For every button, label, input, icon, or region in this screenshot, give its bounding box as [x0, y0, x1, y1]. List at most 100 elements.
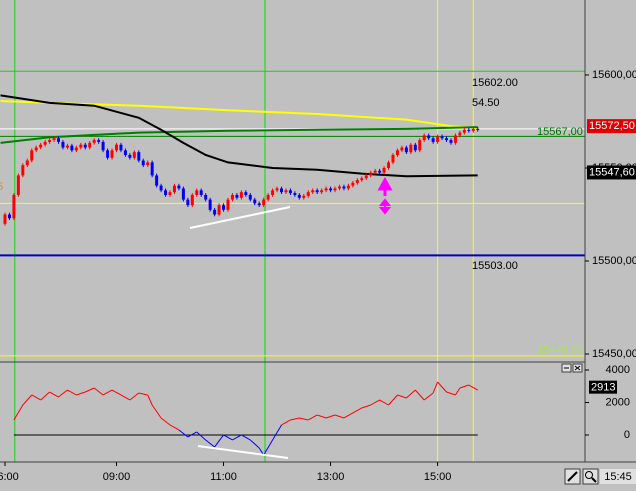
candle-body — [172, 185, 176, 193]
oscillator-segment — [187, 431, 198, 438]
candle-body — [253, 199, 257, 204]
candle-body — [476, 128, 480, 130]
icon — [567, 471, 578, 482]
candle-body — [280, 188, 284, 193]
candle-body — [7, 214, 11, 219]
oscillator-segment — [138, 392, 148, 396]
price-box-label: 15572,50 — [589, 120, 635, 132]
grid-layer — [0, 0, 585, 462]
last-time: 15:45 — [604, 471, 632, 483]
oscillator-segment — [169, 424, 180, 431]
candle-body — [378, 170, 382, 173]
candle-body — [97, 140, 101, 142]
candle-body — [61, 141, 65, 148]
annotation: 54.50 — [472, 97, 500, 109]
candle-body — [150, 162, 154, 176]
icon — [585, 471, 593, 479]
icon — [574, 365, 581, 371]
oscillator-segment — [151, 404, 162, 419]
candle-body — [119, 144, 123, 151]
oscillator-segment — [361, 404, 371, 409]
price-box — [587, 119, 636, 134]
oscillator-segment — [67, 389, 77, 396]
candle-body — [471, 128, 475, 131]
oscillator-segment — [22, 394, 33, 406]
oscillator-segment — [325, 414, 336, 419]
arrow — [377, 176, 393, 196]
oscillator-segment — [343, 412, 354, 419]
level-label: 15449,00 — [537, 344, 583, 356]
candle-body — [311, 190, 315, 193]
candle-body — [190, 194, 194, 206]
candle-body — [382, 167, 386, 173]
candle-body — [337, 186, 341, 189]
candle-body — [25, 160, 29, 166]
candle-body — [177, 185, 181, 189]
y-tick-label: 4000 — [606, 364, 630, 376]
candle-body — [244, 192, 248, 195]
candle-body — [418, 140, 422, 151]
oscillator-segment — [13, 404, 24, 421]
data-layer — [0, 94, 480, 456]
oscillator-segment — [352, 407, 363, 414]
oscillator-segment — [178, 429, 189, 438]
oscillator-segment — [370, 399, 380, 406]
candle-body — [262, 199, 266, 206]
candle-body — [83, 144, 87, 148]
oscillator-segment — [455, 387, 461, 396]
axis-layer: 15450,0015500,0015550,0015600,0006:0009:… — [0, 69, 636, 483]
oscillator-segment — [223, 434, 233, 441]
candle-body — [132, 152, 136, 158]
candle-body — [306, 192, 310, 196]
candle-body — [413, 144, 417, 151]
candle-body — [239, 192, 243, 198]
candle-body — [92, 140, 96, 143]
oscillator-segment — [468, 384, 478, 391]
oscillator-segment — [160, 417, 171, 426]
candle-body — [467, 129, 471, 131]
candle-body — [141, 160, 145, 166]
candle-body — [288, 190, 292, 194]
candle-body — [114, 144, 118, 151]
level-label: 15503.00 — [472, 260, 518, 272]
oscillator-segment — [58, 389, 68, 398]
arrow — [378, 198, 392, 215]
candle-body — [57, 138, 61, 142]
oscillator-segment — [290, 417, 300, 421]
oscillator-segment — [272, 424, 282, 441]
trend-line — [189, 206, 291, 229]
candle-body — [39, 144, 43, 148]
oscillator-segment — [397, 394, 407, 399]
x-tick-label: 13:00 — [317, 471, 345, 483]
candle-body — [128, 154, 132, 158]
time-box — [600, 469, 636, 484]
oscillator-segment — [406, 389, 416, 399]
x-tick-label: 06:00 — [0, 471, 19, 483]
oscillator-segment — [263, 439, 274, 456]
oscillator-segment — [40, 391, 50, 401]
candle-body — [123, 150, 127, 155]
candle-body — [266, 194, 270, 200]
oscillator-segment — [196, 431, 207, 441]
candle-body — [21, 165, 25, 176]
candle-body — [52, 138, 56, 141]
x-tick-label: 11:00 — [210, 471, 237, 483]
candle-body — [364, 175, 368, 179]
candle-body — [360, 178, 364, 181]
oscillator-segment — [147, 394, 153, 406]
candle-body — [204, 194, 208, 200]
value-box-label: 2913 — [591, 382, 615, 394]
oscillator-segment — [120, 394, 131, 401]
moving-average — [0, 126, 478, 144]
oscillator-segment — [205, 439, 215, 448]
candle-body — [342, 186, 346, 189]
y-tick-label: 15500,00 — [592, 255, 636, 267]
candle-body — [248, 194, 252, 200]
oscillator-segment — [317, 414, 327, 419]
candle-body — [391, 154, 395, 163]
oscillator-segment — [459, 384, 469, 389]
candle-body — [404, 147, 408, 153]
y-tick-label: 2000 — [606, 396, 630, 408]
oscillator-segment — [446, 391, 456, 396]
